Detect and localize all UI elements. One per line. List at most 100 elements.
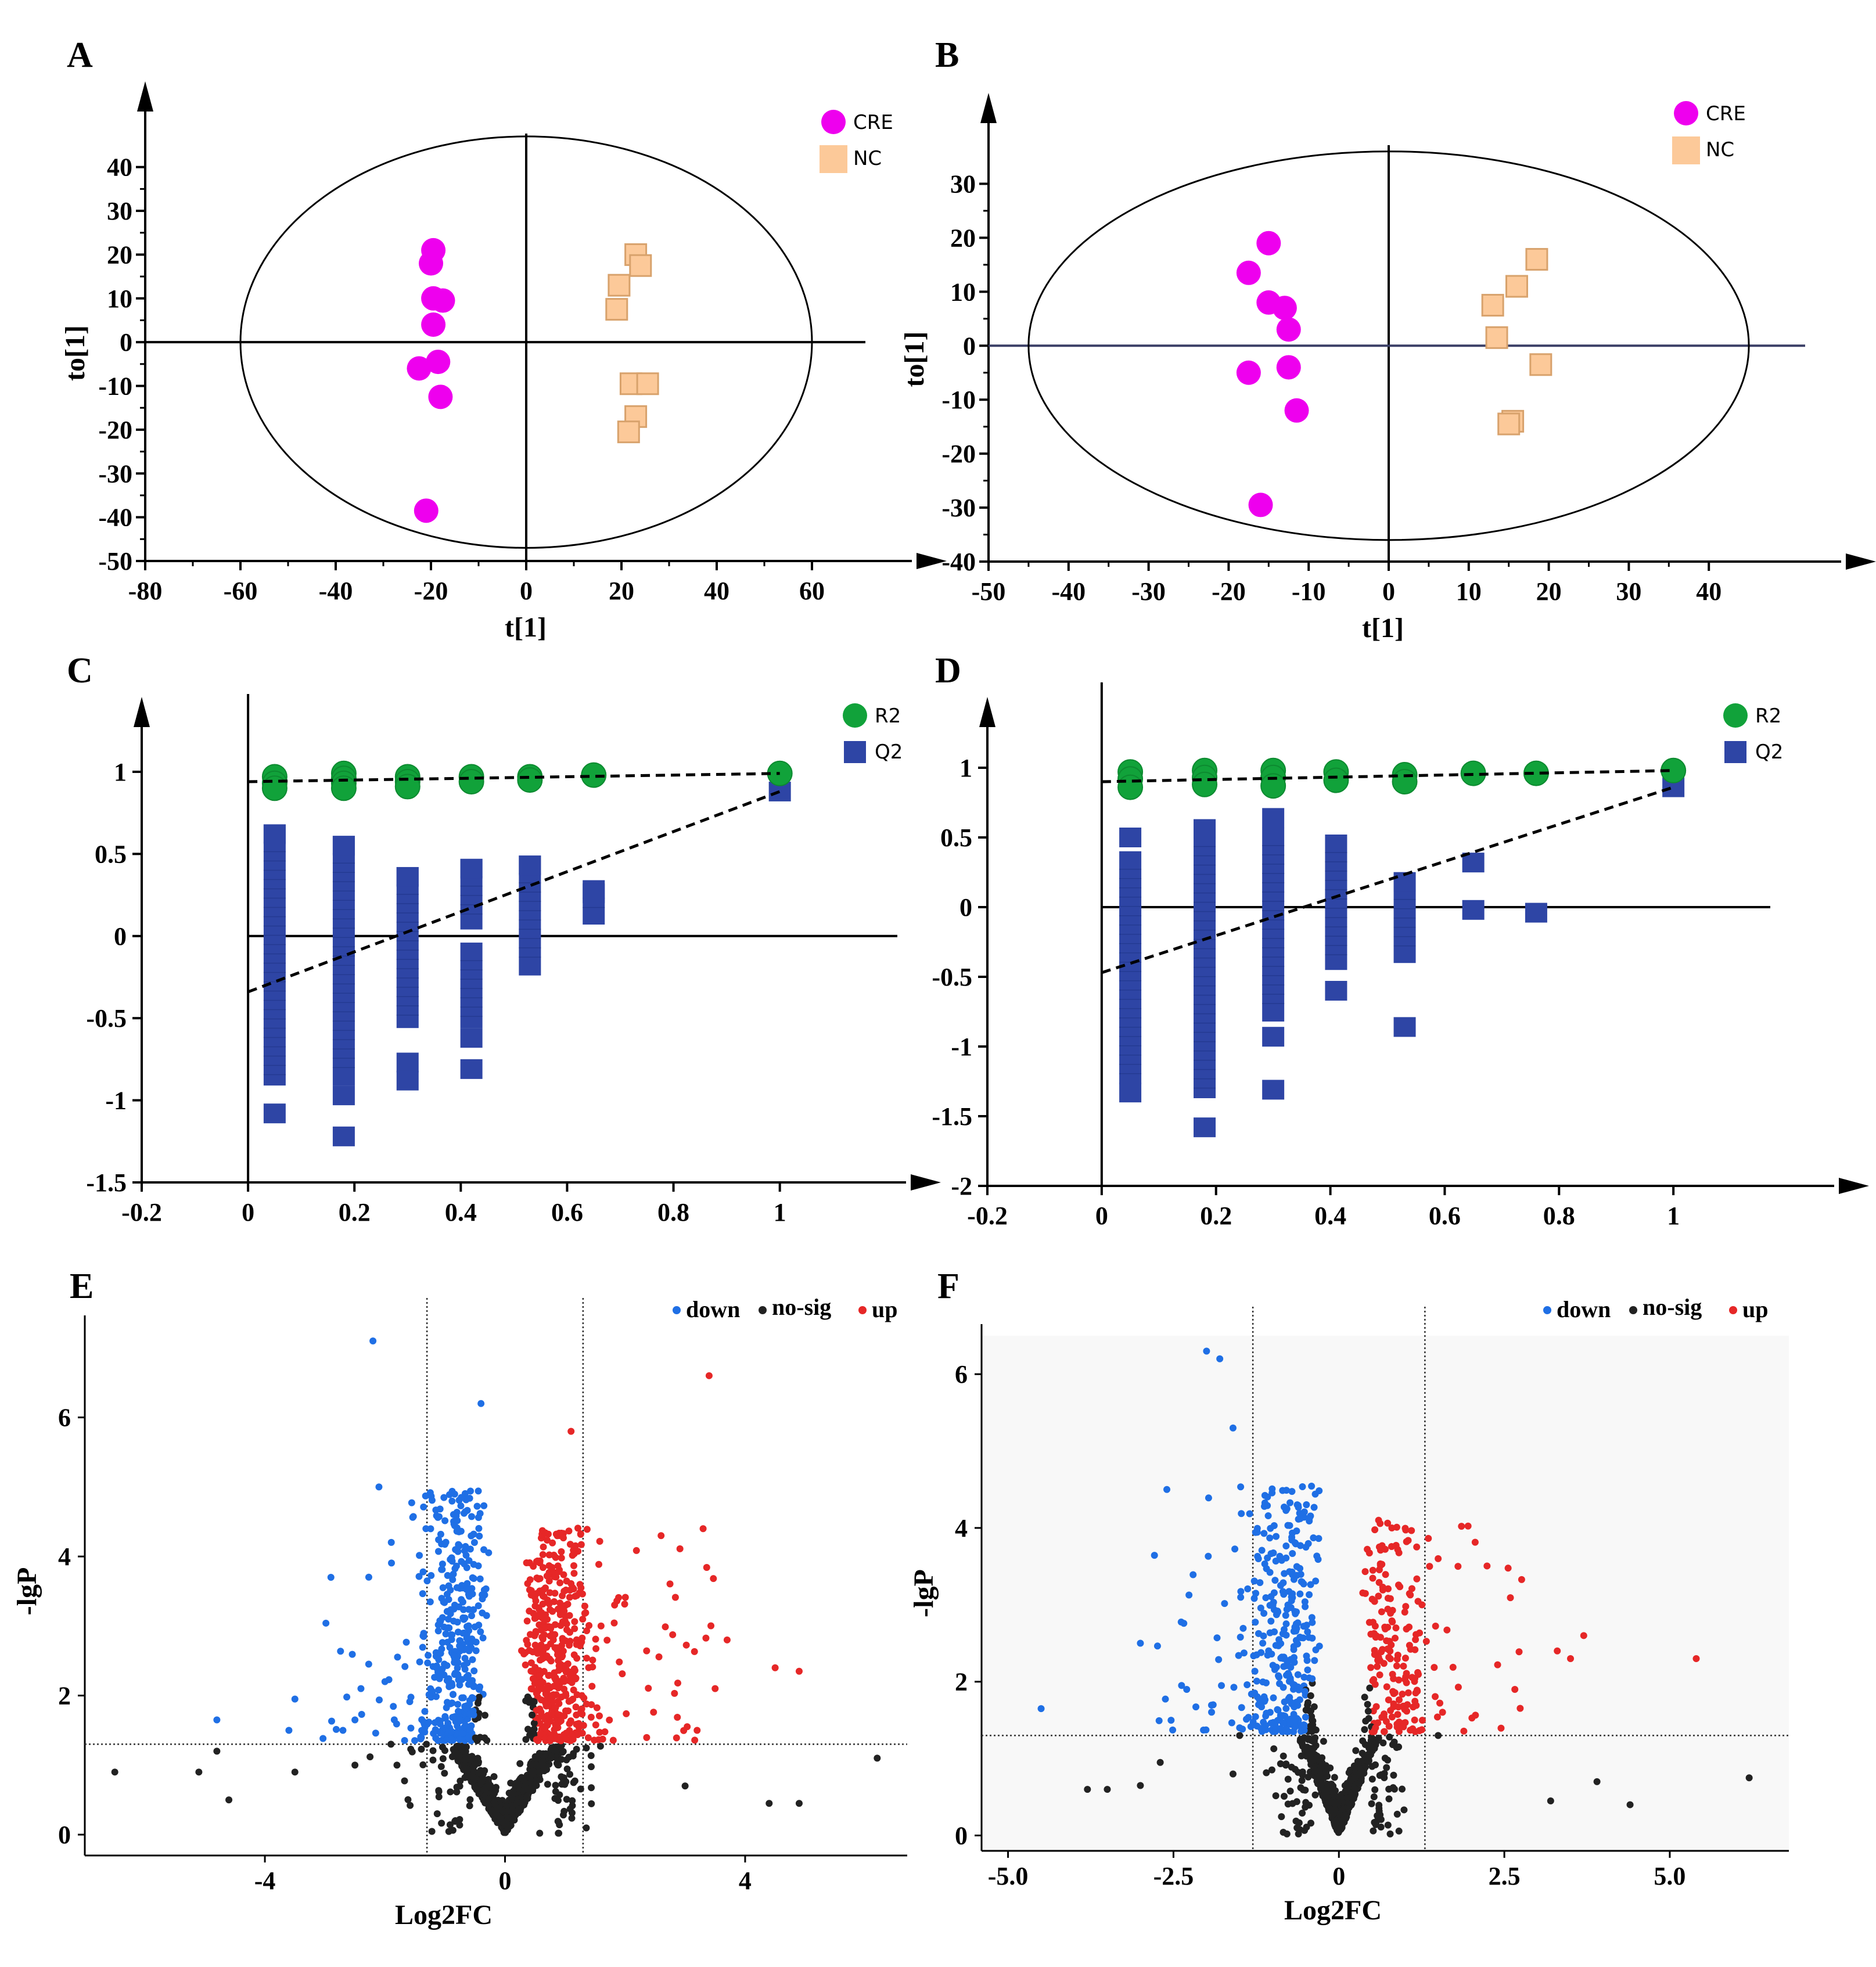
nosig-point <box>1352 1747 1360 1754</box>
up-point <box>536 1667 543 1674</box>
down-point <box>463 1645 470 1653</box>
down-point <box>459 1598 466 1606</box>
nosig-point <box>447 1788 454 1796</box>
down-point <box>453 1527 461 1535</box>
panel-e: E -4 0 4 0 2 4 6 Log2FC -lgP down no-sig up <box>12 1267 907 1930</box>
nosig-point <box>1347 1776 1354 1783</box>
r2-point <box>1117 774 1144 800</box>
up-point <box>1374 1663 1381 1670</box>
down-point <box>1230 1684 1238 1691</box>
up-point <box>1414 1688 1421 1695</box>
up-point <box>585 1664 592 1671</box>
down-point <box>444 1572 451 1579</box>
q2-point <box>460 1028 483 1048</box>
down-point <box>1255 1555 1262 1562</box>
down-point <box>401 1663 409 1670</box>
up-point <box>560 1608 568 1615</box>
x-tick-label: -20 <box>1212 577 1246 606</box>
down-point <box>440 1494 448 1501</box>
down-point <box>1282 1620 1290 1628</box>
nosig-point <box>547 1754 555 1762</box>
down-point <box>457 1716 464 1724</box>
down-point <box>479 1595 486 1603</box>
nosig-point <box>527 1779 534 1787</box>
nosig-point <box>1359 1737 1367 1745</box>
up-point <box>593 1704 601 1711</box>
nosig-point <box>1307 1819 1314 1827</box>
down-point <box>470 1539 478 1547</box>
nosig-point <box>555 1829 563 1837</box>
nosig-point <box>466 1796 474 1803</box>
up-point <box>563 1626 570 1634</box>
down-point <box>1287 1604 1295 1612</box>
nosig-point <box>435 1787 443 1795</box>
up-point <box>558 1554 565 1562</box>
up-point <box>657 1532 665 1540</box>
up-point <box>1432 1623 1439 1630</box>
up-point <box>1395 1696 1403 1703</box>
up-point <box>1426 1563 1433 1570</box>
legend-cre-marker <box>1674 101 1698 125</box>
down-point <box>390 1703 397 1710</box>
y-tick-label: 0 <box>955 1822 968 1850</box>
nosig-point <box>407 1801 414 1809</box>
legend-nosig-label: no-sig <box>1643 1294 1702 1320</box>
down-point <box>1253 1524 1261 1532</box>
nosig-point <box>523 1793 531 1800</box>
down-point <box>1306 1591 1313 1598</box>
y-tick-label: -40 <box>941 548 976 576</box>
nosig-point <box>1363 1754 1371 1761</box>
down-point <box>444 1624 452 1631</box>
down-point <box>1283 1657 1291 1664</box>
x-axis-arrow <box>911 1174 941 1191</box>
y-axis-arrow <box>979 697 995 727</box>
up-point <box>1504 1565 1512 1572</box>
nosig-point <box>566 1771 574 1778</box>
up-point <box>523 1637 530 1644</box>
up-point <box>1516 1705 1524 1712</box>
up-point <box>1399 1691 1406 1698</box>
down-point <box>419 1568 427 1576</box>
up-point <box>567 1696 575 1704</box>
down-point <box>1290 1646 1298 1653</box>
down-point <box>1257 1604 1264 1612</box>
down-point <box>421 1728 429 1736</box>
up-point <box>1402 1603 1410 1610</box>
x-axis-title: t[1] <box>505 612 547 643</box>
up-point <box>548 1709 555 1717</box>
nosig-point <box>475 1693 483 1701</box>
up-point <box>1518 1576 1525 1583</box>
panel-c: C -0.2 0 0.2 0.4 0.6 0.8 1 -1.5 -1 -0.5 0 0.5 1 R2 Q2 <box>67 651 941 1227</box>
down-point <box>327 1574 335 1581</box>
down-point <box>1312 1646 1320 1653</box>
nosig-point <box>1322 1768 1330 1775</box>
down-point <box>1277 1582 1284 1590</box>
nosig-point <box>1298 1752 1305 1760</box>
nosig-point <box>588 1800 595 1807</box>
down-point <box>1289 1550 1296 1558</box>
nosig-point <box>569 1797 576 1804</box>
nosig-point <box>1280 1793 1288 1800</box>
up-point <box>595 1736 602 1743</box>
up-point <box>561 1617 569 1624</box>
q2-stack <box>263 824 286 1086</box>
down-point <box>435 1656 443 1663</box>
up-point <box>537 1534 545 1542</box>
q2-point <box>519 855 541 876</box>
nosig-point <box>1375 1801 1383 1809</box>
x-tick-label: -0.2 <box>121 1198 162 1227</box>
nosig-point <box>1327 1798 1334 1806</box>
up-point <box>771 1664 779 1671</box>
nosig-point <box>1268 1766 1275 1774</box>
nosig-point <box>441 1747 449 1754</box>
down-point <box>1295 1502 1302 1509</box>
down-point <box>1288 1488 1296 1495</box>
nosig-point <box>555 1797 562 1804</box>
down-point <box>328 1717 335 1725</box>
up-point <box>1406 1623 1413 1631</box>
down-point <box>441 1541 448 1548</box>
panel-label: B <box>935 35 959 75</box>
nc-point <box>1485 326 1508 349</box>
x-tick-label: -60 <box>224 577 258 605</box>
q2-point <box>460 858 483 879</box>
